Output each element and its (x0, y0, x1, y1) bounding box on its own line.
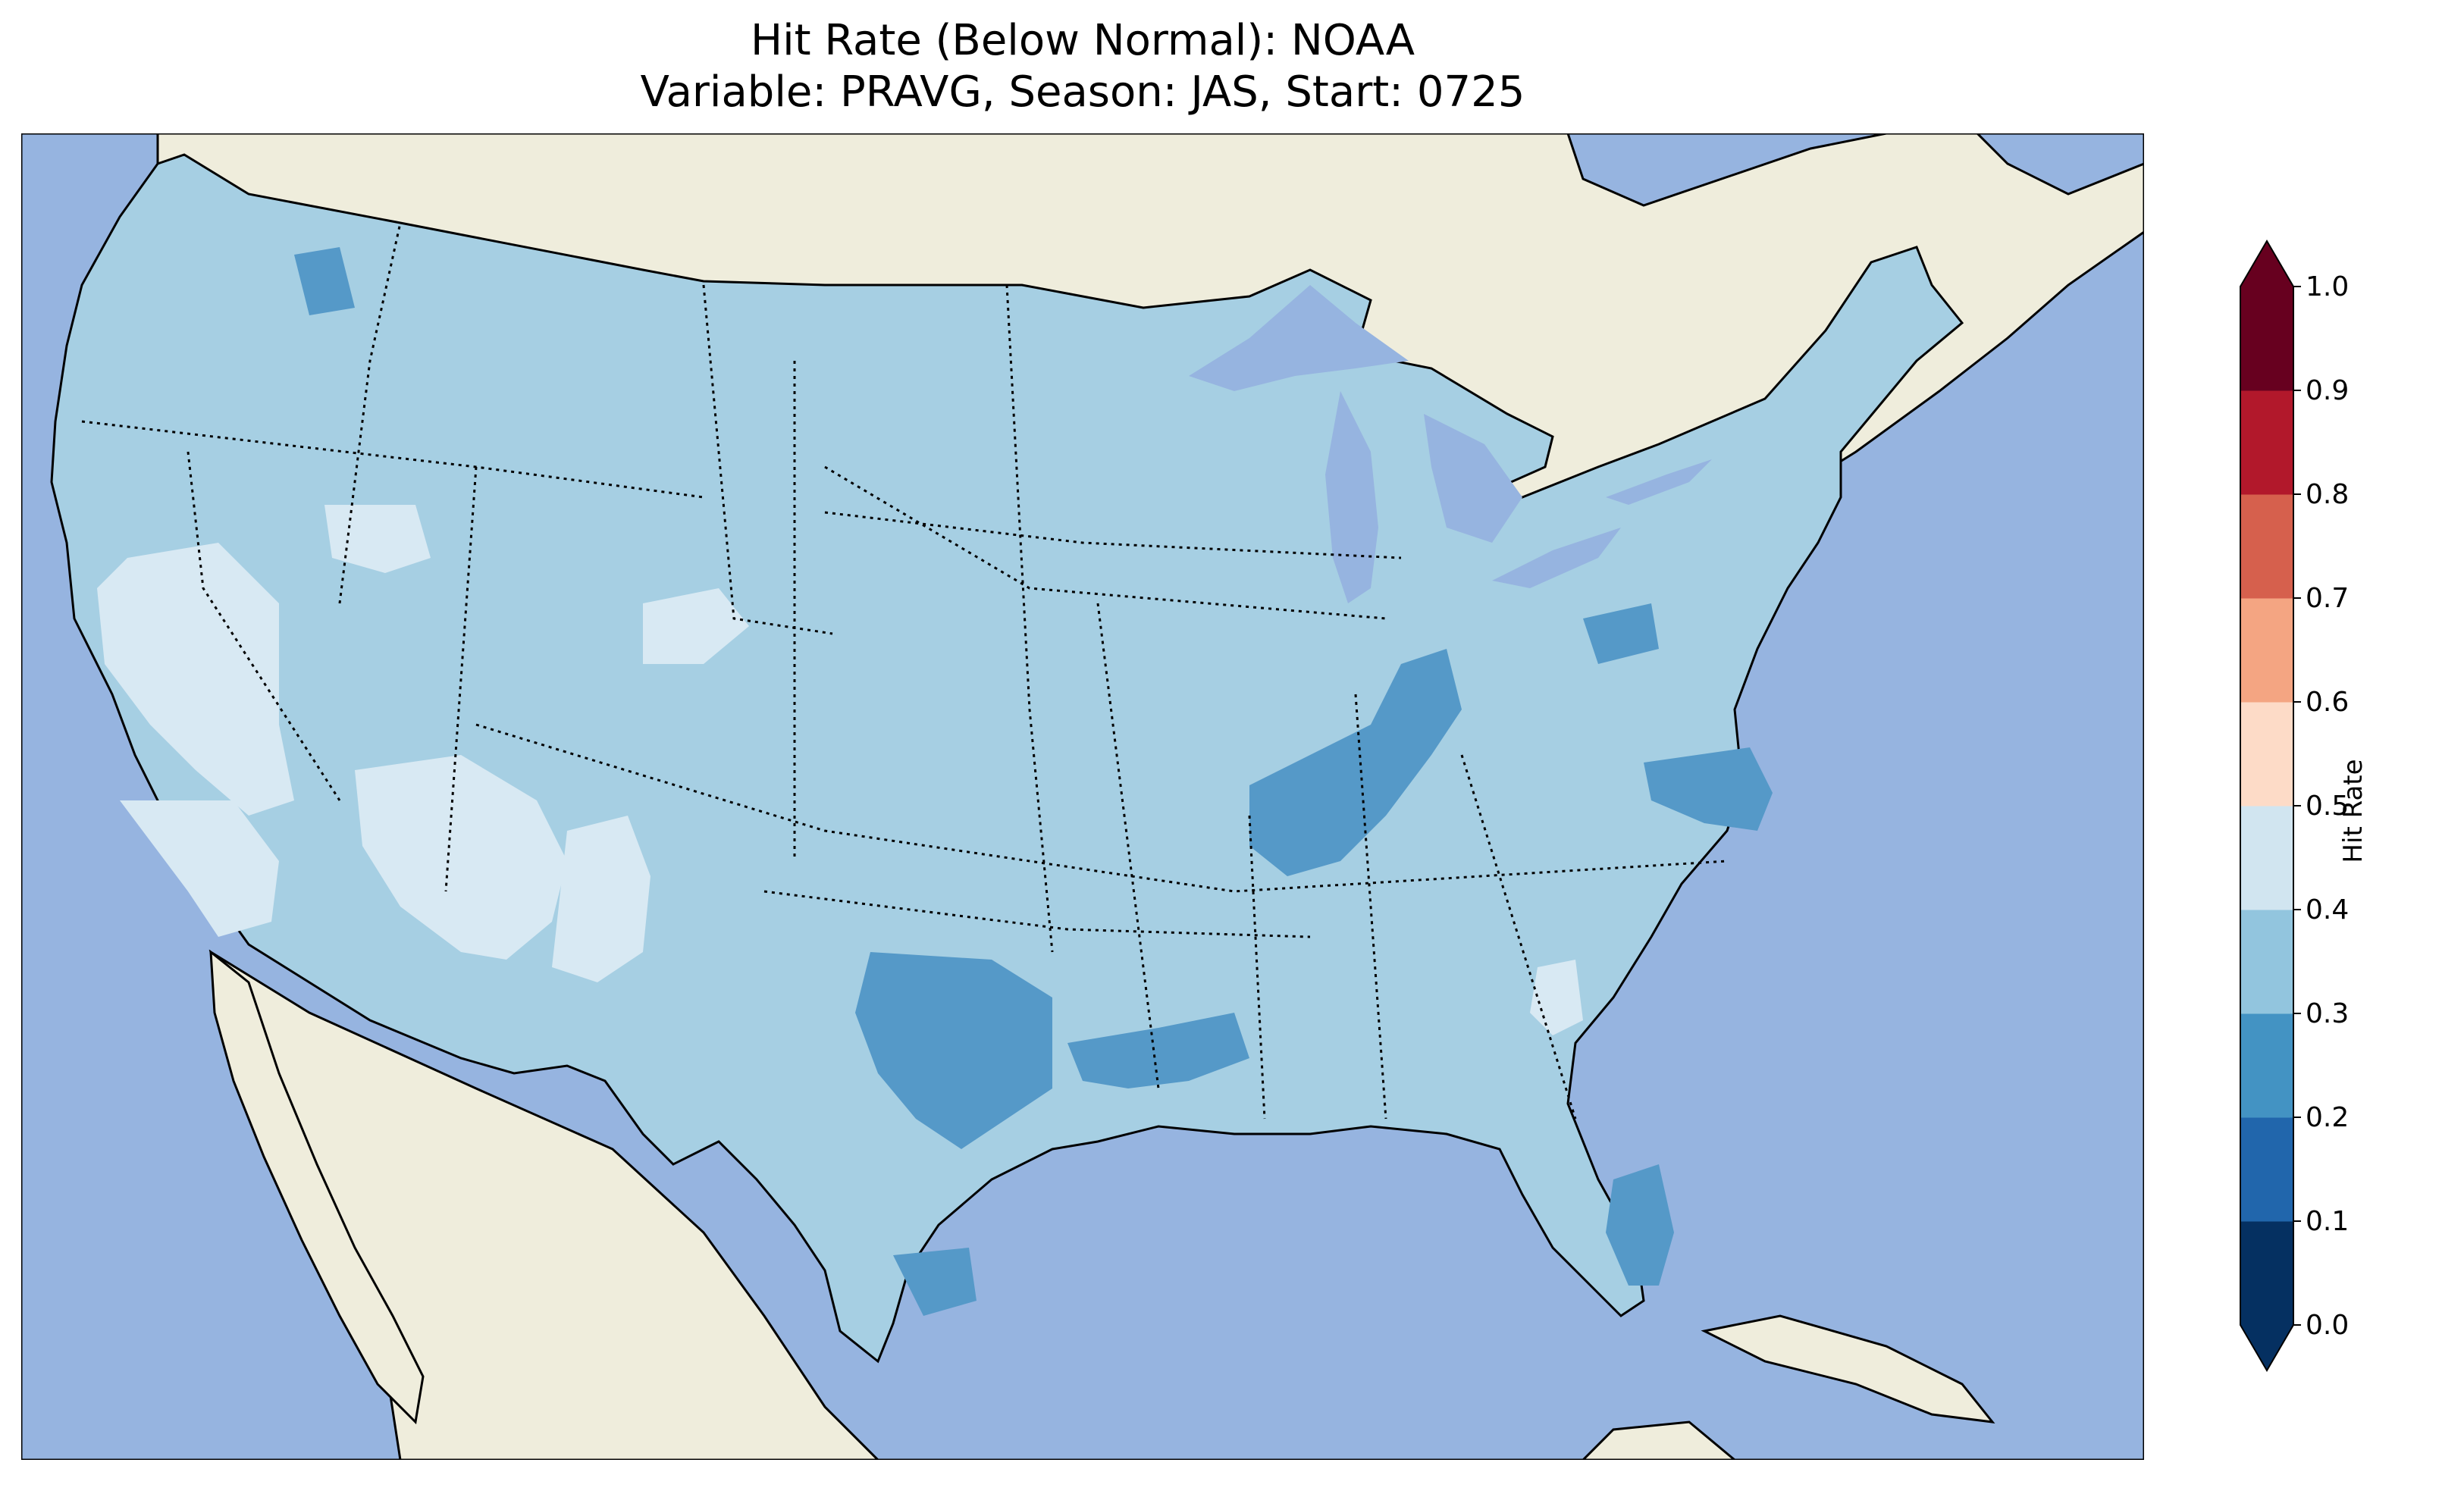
colorbar-tick-label: 0.7 (2306, 583, 2349, 614)
cuba-land (1701, 1314, 1995, 1424)
colorbar-tick-label: 0.5 (2306, 791, 2349, 822)
region-ohio-valley (1249, 649, 1462, 876)
colorbar-tick-label: 1.0 (2306, 271, 2349, 302)
colorbar-swatch (2240, 1117, 2293, 1222)
region-ar-la (1067, 1013, 1249, 1088)
colorbar-swatch (2240, 390, 2293, 495)
colorbar-swatch (2240, 806, 2293, 910)
lake-erie (1492, 528, 1621, 588)
colorbar-tick-label: 0.1 (2306, 1206, 2349, 1237)
yucatan-land (1581, 1420, 1737, 1460)
region-south-texas (893, 1248, 977, 1316)
colorbar-swatch (2240, 598, 2293, 703)
region-wyoming (643, 588, 749, 664)
colorbar-extend-min (2240, 1325, 2293, 1370)
region-washington (294, 247, 355, 315)
colorbar-swatch (2240, 494, 2293, 599)
colorbar-extend-max (2240, 241, 2293, 287)
colorbar-tick-label: 0.4 (2306, 894, 2349, 926)
colorbar-tick-label: 0.3 (2306, 998, 2349, 1029)
colorbar-tick-label: 0.6 (2306, 687, 2349, 718)
title-line-2: Variable: PRAVG, Season: JAS, Start: 072… (640, 67, 1525, 117)
colorbar-tick-label: 0.8 (2306, 479, 2349, 510)
region-new-mexico (552, 816, 650, 982)
lake-superior (1189, 285, 1409, 391)
colorbar-swatch (2240, 910, 2293, 1014)
map-title: Hit Rate (Below Normal): NOAA Variable: … (21, 15, 2144, 118)
region-arizona-nm (355, 755, 567, 960)
state-borders (81, 222, 1728, 1120)
lake-michigan (1325, 391, 1378, 603)
region-florida (1606, 1164, 1674, 1286)
colorbar-tick-label: 0.9 (2306, 375, 2349, 406)
lake-huron (1424, 414, 1522, 543)
colorbar-swatch (2240, 287, 2293, 391)
colorbar-swatch (2240, 1221, 2293, 1326)
colorbar-swatch (2240, 1013, 2293, 1118)
region-southern-ca (120, 800, 279, 937)
colorbar-tick-label: 0.0 (2306, 1310, 2349, 1341)
region-pennsylvania (1583, 603, 1659, 664)
region-oregon (324, 505, 431, 573)
colorbar-label: Hit Rate (2338, 759, 2368, 863)
title-line-1: Hit Rate (Below Normal): NOAA (750, 16, 1415, 65)
region-north-carolina (1644, 747, 1773, 831)
colorbar: 0.0 0.1 0.2 0.3 0.4 0.5 0.6 0.7 0.8 0.9 1.0 Hit Ra… (2240, 240, 2368, 1372)
colorbar-ticks: 0.0 0.1 0.2 0.3 0.4 0.5 0.6 0.7 0.8 0.9 1.0 (2293, 271, 2349, 1341)
colorbar-swatch (2240, 702, 2293, 807)
map-panel (21, 133, 2144, 1460)
colorbar-tick-label: 0.2 (2306, 1102, 2349, 1133)
baja-land (209, 949, 425, 1425)
region-texas (855, 952, 1052, 1149)
colorbar-swatches (2240, 240, 2294, 1372)
region-great-basin (97, 543, 294, 816)
lake-ontario (1606, 459, 1712, 505)
